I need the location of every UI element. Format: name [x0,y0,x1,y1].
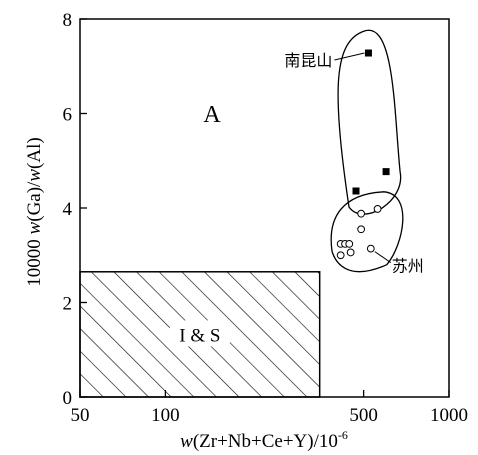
region-i-s: I & S [79,271,321,398]
nankunshan-markers [352,49,390,195]
suzhou-leader-line [374,251,392,264]
nankunshan-label: 南昆山 [284,51,332,70]
suzhou-markers [336,205,382,260]
suzhou-point [345,240,354,248]
y-tick-label-6: 6 [63,105,73,126]
x-tick-label-500: 500 [349,405,378,426]
suzhou-point [373,205,382,213]
x-axis-label: w(Zr+Nb+Ce+Y)/10-6 [180,428,348,452]
suzhou-point [346,248,355,257]
suzhou-point [357,209,366,218]
suzhou-point [336,251,345,260]
nankunshan-point [382,168,390,176]
suzhou-envelope [330,191,404,273]
x-axis-label-exponent: -6 [338,428,348,442]
axis-tick-labels: 50 100 500 1000 0 2 4 6 8 [63,10,469,426]
region-a-label: A [203,102,221,128]
region-i-s-label-background [169,320,230,347]
x-axis-label-w: w [180,431,193,452]
axis-ticks [79,18,450,398]
y-tick-label-0: 0 [63,388,73,409]
y-tick-label-2: 2 [63,294,73,315]
region-i-s-label: I & S [179,325,220,346]
x-tick-label-1000: 1000 [430,405,468,426]
y-tick-label-4: 4 [63,199,73,220]
y-axis-label-w2: w [24,169,45,182]
y-axis-label: 10000 w(Ga)/w(Al) [24,137,45,286]
x-tick-label-50: 50 [71,405,90,426]
nankunshan-point [364,49,372,57]
group-suzhou: 苏州 [330,191,424,276]
region-i-s-box [79,271,321,398]
suzhou-label: 苏州 [392,257,424,276]
suzhou-point [357,225,366,234]
nankunshan-point [352,187,360,195]
x-axis-label-main: (Zr+Nb+Ce+Y)/10 [193,431,338,452]
y-axis-label-w1: w [24,221,45,234]
group-nankunshan: 南昆山 [284,29,402,215]
nankunshan-envelope [337,29,402,215]
nankunshan-leader-line [334,52,365,61]
y-tick-label-8: 8 [63,10,73,31]
x-tick-label-100: 100 [151,405,180,426]
y-axis-label-prefix: 10000 [24,234,45,286]
y-axis-label-suffix: (Al) [24,137,45,169]
suzhou-point [366,244,375,253]
y-axis-label-mid: (Ga)/ [24,181,45,222]
